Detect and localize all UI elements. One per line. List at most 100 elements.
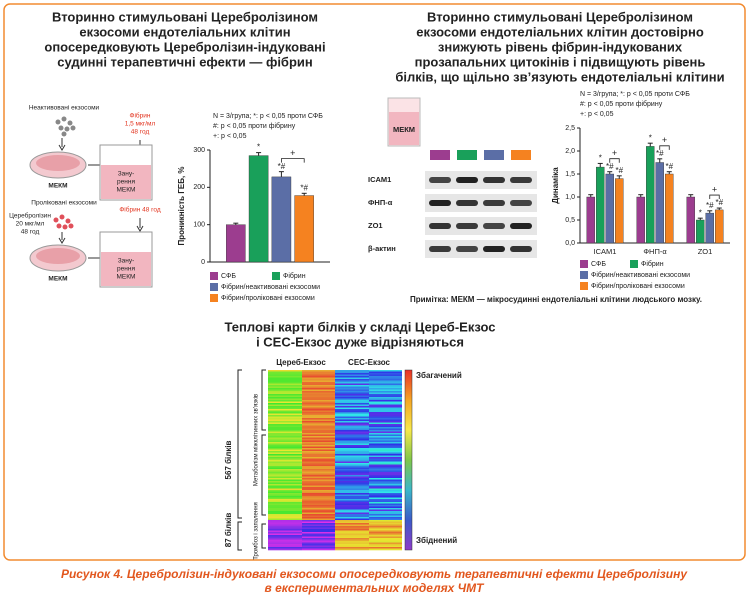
heatmap-cell [302,394,335,396]
heatmap-cell [369,389,402,392]
heatmap-cell [302,457,335,459]
heatmap-cell [302,391,335,393]
heatmap-cell [302,466,335,468]
x-tick-label: ZO1 [698,247,713,256]
heatmap-cell [302,377,335,380]
heatmap-cell [335,406,369,408]
heatmap-cell [335,461,369,464]
heatmap-cell [369,538,402,540]
heatmap-cell [369,539,402,542]
heatmap-cell [369,515,402,518]
heatmap-cell [268,467,302,470]
y-axis-label: Проникність ГЕБ, % [177,166,186,245]
heatmap-cell [369,518,402,521]
heatmap-cell [369,383,402,386]
heatmap-cell [302,455,335,458]
panel-title: білків, що щільно зв’язують ендотеліальн… [395,69,724,84]
heatmap-cell [335,382,369,384]
heatmap-cell [335,541,369,543]
stat-note: +: p < 0,05 [580,111,614,118]
heatmap-cell [302,487,335,489]
heatmap-cell [268,392,302,395]
stat-note: N = 3/група; *: p < 0,05 проти СФБ [213,113,323,120]
heatmap-cell [369,434,402,437]
heatmap-cell [369,536,402,539]
heatmap-cell [369,379,402,381]
heatmap-cell [369,376,402,378]
legend-label: Фібрин/проліковані екзосоми [591,282,685,290]
heatmap-cell [302,439,335,441]
panel-title: Вторинно стимульовані Церебролізином [427,9,693,24]
heatmap-cell [335,374,369,377]
heatmap-cell [268,485,302,488]
heatmap-cell [302,446,335,449]
heatmap-cell [369,500,402,503]
heatmap-cell [268,523,302,525]
heatmap-cell [335,430,369,432]
heatmap-cell [302,409,335,411]
heatmap-cell [302,520,335,522]
heatmap-cell [335,476,369,479]
heatmap-cell [369,446,402,449]
heatmap-cell [302,530,335,533]
heatmap-cell [369,503,402,506]
heatmap-cell [335,544,369,546]
heatmap-cell [335,499,369,501]
heatmap-cell [302,448,335,450]
y-tick-label: 2,0 [565,148,575,155]
heatmap-cell [302,403,335,405]
heatmap-cell [335,487,369,489]
heatmap-cell [369,461,402,464]
heatmap-cell [369,409,402,411]
heatmap-cell [302,434,335,437]
heatmap-cell [369,487,402,489]
heatmap-cell [268,511,302,513]
heatmap-cell [268,389,302,392]
heatmap-cell [268,439,302,441]
comparison-label: + [612,148,617,158]
heatmap-cell [335,448,369,450]
panel-title: прозапальних цитокінів і підвищують ріве… [415,54,706,69]
heatmap-cell [369,464,402,467]
heatmap-cell [302,449,335,452]
heatmap-cell [369,497,402,500]
scheme-drawing [29,97,421,288]
heatmap-cell [268,398,302,401]
heatmap-cell [369,530,402,533]
blot-band [483,246,505,252]
blot-band [510,223,532,229]
heatmap-cell [369,445,402,447]
heatmap-cell [335,547,369,549]
heatmap-cell [302,532,335,534]
heatmap-cell [268,515,302,518]
heatmap-cell [335,392,369,395]
heatmap-cell [268,506,302,509]
heatmap-cell [268,535,302,537]
heatmap-cell [369,544,402,546]
heatmap-cell [302,476,335,479]
heatmap-cell [369,433,402,435]
heatmap-cell [268,458,302,461]
caption: Рисунок 4. Церебролізин-індуковані екзос… [61,567,688,581]
bar [605,173,614,244]
legend-swatch [210,294,218,302]
blot-lane [425,194,537,212]
bar [705,212,714,244]
heatmap-cell [335,497,369,500]
bar [696,219,705,244]
heatmap-cell [268,412,302,414]
heatmap-cell [268,473,302,476]
heatmap-cell [335,509,369,512]
heatmap-cell [335,445,369,447]
heatmap-cell [302,491,335,494]
comparison-label: + [290,148,295,158]
heatmap-cell [268,502,302,504]
scheme-label: Проліковані екзосоми [31,199,97,207]
heatmap-cell [268,455,302,458]
heatmap-cell [335,391,369,393]
heatmap-cell [268,403,302,405]
heatmap-cell [335,500,369,503]
y-tick-label: 0,0 [565,240,575,247]
significance-marker: * [699,208,702,217]
heatmap-cell [369,509,402,512]
